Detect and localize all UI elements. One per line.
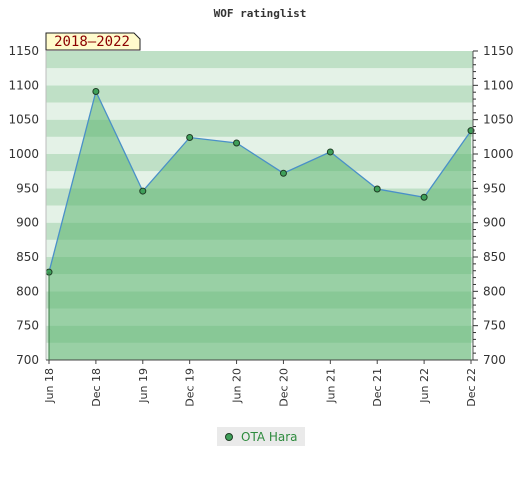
x-tick-label: Dec 22	[465, 368, 478, 407]
y-tick-label-left: 850	[16, 250, 39, 264]
data-point	[326, 148, 334, 156]
grid-band	[46, 136, 473, 154]
legend-series-label: OTA Hara	[241, 429, 298, 444]
y-tick-label-left: 1050	[8, 113, 39, 127]
data-point	[139, 187, 147, 195]
x-tick-label: Dec 20	[277, 368, 290, 407]
x-tick-label: Dec 18	[90, 368, 103, 407]
x-tick-label: Dec 19	[184, 368, 197, 407]
y-tick-label-right: 700	[483, 353, 506, 367]
data-point	[420, 193, 428, 201]
x-tick-label: Jun 21	[324, 368, 337, 404]
legend: OTA Hara	[217, 427, 305, 446]
grid-band	[46, 119, 473, 137]
y-axis-right: 700 750 800 850 900 950 1000 1050 1100 1150	[483, 44, 514, 367]
data-point	[279, 169, 287, 177]
grid-band	[46, 51, 473, 69]
period-badge-label: 2018–2022	[54, 34, 130, 50]
data-point	[373, 185, 381, 193]
y-tick-label-left: 1100	[8, 78, 39, 92]
y-tick-label-right: 1150	[483, 44, 514, 58]
y-tick-label-left: 800	[16, 284, 39, 298]
x-tick-label: Jun 22	[418, 368, 431, 404]
y-tick-label-left: 750	[16, 319, 39, 333]
series-line-path	[48, 89, 472, 273]
data-point	[92, 88, 100, 96]
x-axis: Jun 18 Dec 18 Jun 19 Dec 19 Jun 20 Dec 20 Jun …	[43, 360, 478, 407]
x-tick-label: Jun 20	[231, 368, 244, 404]
y-axis-left: 700 750 800 850 900 950 1000 1050 1100 1150	[8, 44, 39, 367]
y-tick-label-right: 800	[483, 284, 506, 298]
y-tick-label-left: 950	[16, 181, 39, 195]
x-tick-label: Jun 19	[137, 368, 150, 404]
y-tick-label-right: 1100	[483, 78, 514, 92]
period-badge: 2018–2022	[45, 32, 141, 51]
y-tick-label-right: 1050	[483, 113, 514, 127]
y-tick-label-right: 950	[483, 181, 506, 195]
y-tick-label-left: 1150	[8, 44, 39, 58]
x-tick-label: Dec 21	[371, 368, 384, 407]
chart-title: WOF ratinglist	[214, 7, 307, 20]
y-tick-label-left: 900	[16, 216, 39, 230]
series-area-fill	[49, 91, 471, 360]
y-tick-label-right: 750	[483, 319, 506, 333]
y-tick-label-right: 1000	[483, 147, 514, 161]
series-area	[49, 91, 471, 360]
grid-band	[46, 102, 473, 120]
data-point	[233, 139, 241, 147]
series-markers	[45, 88, 475, 276]
grid-band	[46, 85, 473, 103]
y-tick-label-right: 850	[483, 250, 506, 264]
legend-marker-icon	[225, 432, 233, 441]
series-line	[48, 89, 472, 273]
y-tick-label-left: 700	[16, 353, 39, 367]
x-tick-label: Jun 18	[43, 368, 56, 404]
y-tick-label-left: 1000	[8, 147, 39, 161]
y-tick-label-right: 900	[483, 216, 506, 230]
data-point	[186, 134, 194, 142]
axes	[45, 50, 478, 361]
grid-band	[46, 68, 473, 86]
